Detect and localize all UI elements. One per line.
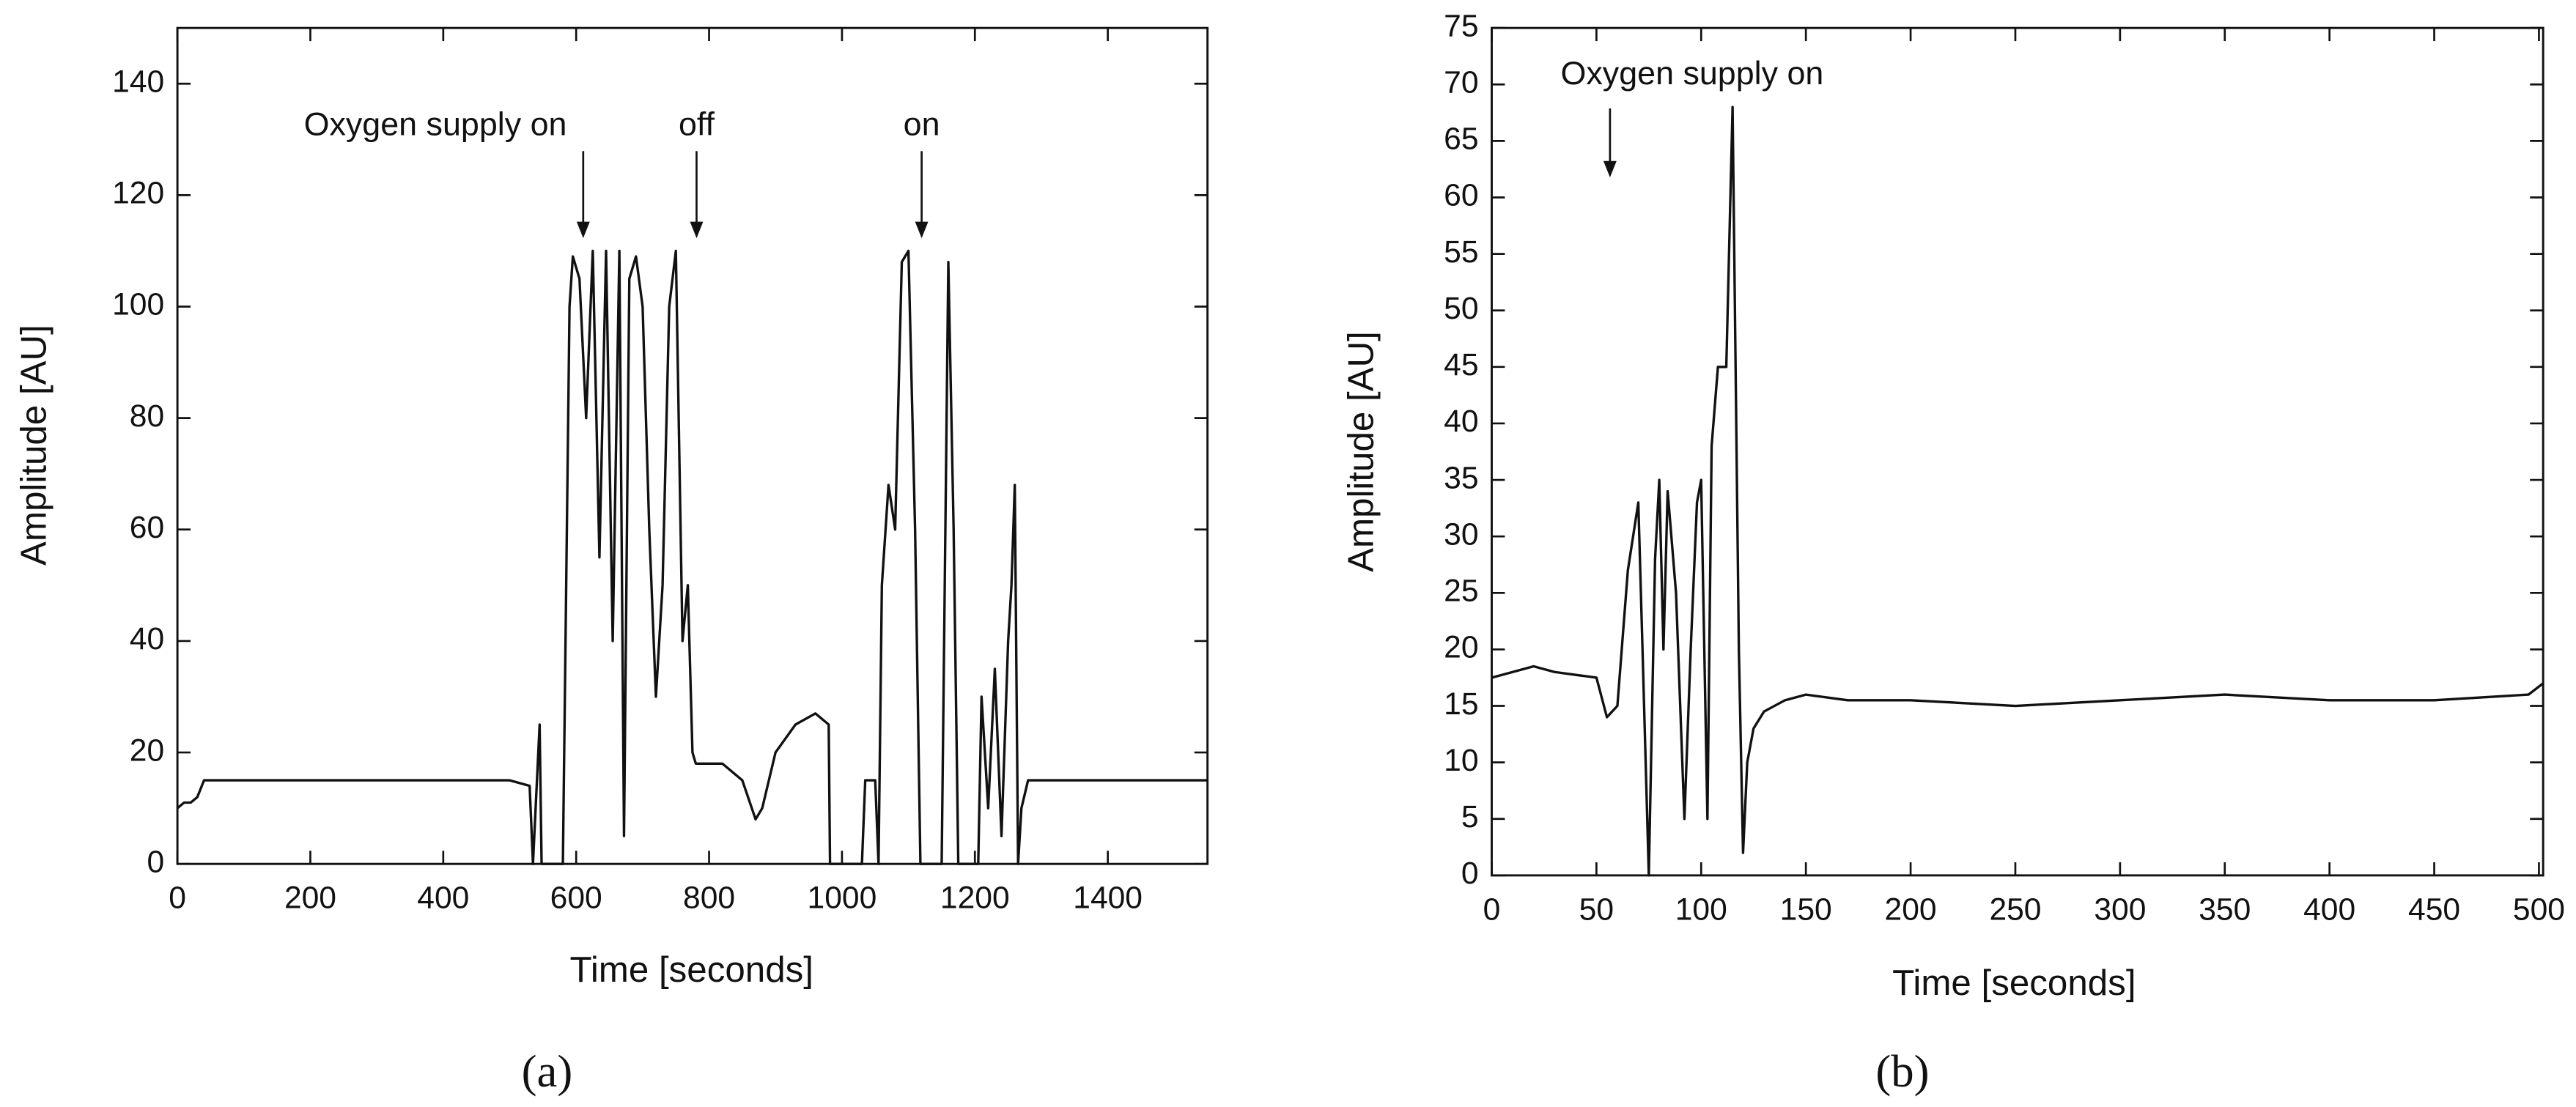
- x-tick-label: 200: [1885, 892, 1937, 927]
- y-tick-label: 120: [112, 176, 164, 211]
- y-tick-label: 15: [1444, 686, 1478, 722]
- data-line: [1491, 105, 2544, 877]
- y-axis-label: Amplitude [AU]: [1341, 331, 1381, 572]
- x-tick-label: 0: [169, 881, 186, 916]
- x-tick-label: 50: [1579, 892, 1614, 927]
- panel-caption: (b): [1875, 1045, 1929, 1097]
- y-tick-label: 50: [1444, 291, 1478, 326]
- y-tick-label: 80: [130, 399, 164, 434]
- y-tick-label: 20: [130, 733, 164, 768]
- y-tick-label: 20: [1444, 630, 1478, 665]
- y-tick-label: 40: [130, 621, 164, 656]
- y-tick-label: 25: [1444, 574, 1478, 609]
- data-line: [177, 249, 1208, 865]
- y-tick-label: 35: [1444, 460, 1478, 495]
- y-tick-label: 140: [112, 64, 164, 99]
- y-tick-label: 0: [1461, 856, 1479, 891]
- x-tick-label: 300: [2094, 892, 2146, 927]
- y-tick-label: 45: [1444, 347, 1478, 382]
- arrow-head: [1603, 160, 1617, 178]
- x-tick-label: 600: [550, 881, 602, 916]
- y-tick-label: 5: [1461, 799, 1479, 834]
- x-tick-label: 150: [1780, 892, 1832, 927]
- y-tick-label: 65: [1444, 122, 1478, 157]
- x-tick-label: 1200: [940, 881, 1010, 916]
- annotation: Oxygen supply on: [304, 105, 567, 142]
- x-tick-label: 1000: [808, 881, 877, 916]
- panel-caption: (a): [522, 1045, 573, 1097]
- panel: 0 50 100 150 200 250 300 350 400 450 500 0 5 10 15 20 25…: [1341, 8, 2565, 1096]
- x-tick-label: 100: [1675, 892, 1727, 927]
- y-tick-label: 70: [1444, 65, 1478, 100]
- y-tick-label: 60: [1444, 178, 1478, 213]
- annotation: on: [904, 105, 940, 142]
- y-axis-label: Amplitude [AU]: [13, 325, 53, 566]
- y-tick-label: 60: [130, 510, 164, 545]
- panel: 0 200 400 600 800 1000 1200 1400 0 20 40 60 80 100 120…: [13, 26, 1209, 1097]
- x-tick-label: 250: [1989, 892, 2041, 927]
- y-tick-label: 30: [1444, 517, 1478, 552]
- x-tick-label: 200: [284, 881, 336, 916]
- y-tick-label: 75: [1444, 8, 1478, 43]
- arrow-head: [576, 221, 590, 239]
- annotation: off: [679, 105, 715, 142]
- x-tick-label: 800: [683, 881, 735, 916]
- y-tick-label: 40: [1444, 404, 1478, 439]
- arrow-head: [915, 221, 929, 239]
- x-axis-label: Time [seconds]: [570, 949, 813, 990]
- plot-frame: [1491, 26, 2544, 877]
- x-tick-label: 400: [2303, 892, 2355, 927]
- annotation: Oxygen supply on: [1561, 54, 1824, 92]
- y-tick-label: 55: [1444, 234, 1478, 270]
- x-tick-label: 350: [2199, 892, 2251, 927]
- x-tick-label: 450: [2408, 892, 2460, 927]
- x-tick-label: 500: [2513, 892, 2565, 927]
- plot-frame: [176, 26, 1209, 865]
- x-axis-label: Time [seconds]: [1892, 963, 2136, 1003]
- y-tick-label: 10: [1444, 743, 1478, 778]
- y-tick-label: 0: [147, 844, 164, 879]
- arrow-head: [690, 221, 704, 239]
- x-tick-label: 400: [417, 881, 469, 916]
- x-tick-label: 0: [1483, 892, 1501, 927]
- y-tick-label: 100: [112, 287, 164, 322]
- x-tick-label: 1400: [1073, 881, 1143, 916]
